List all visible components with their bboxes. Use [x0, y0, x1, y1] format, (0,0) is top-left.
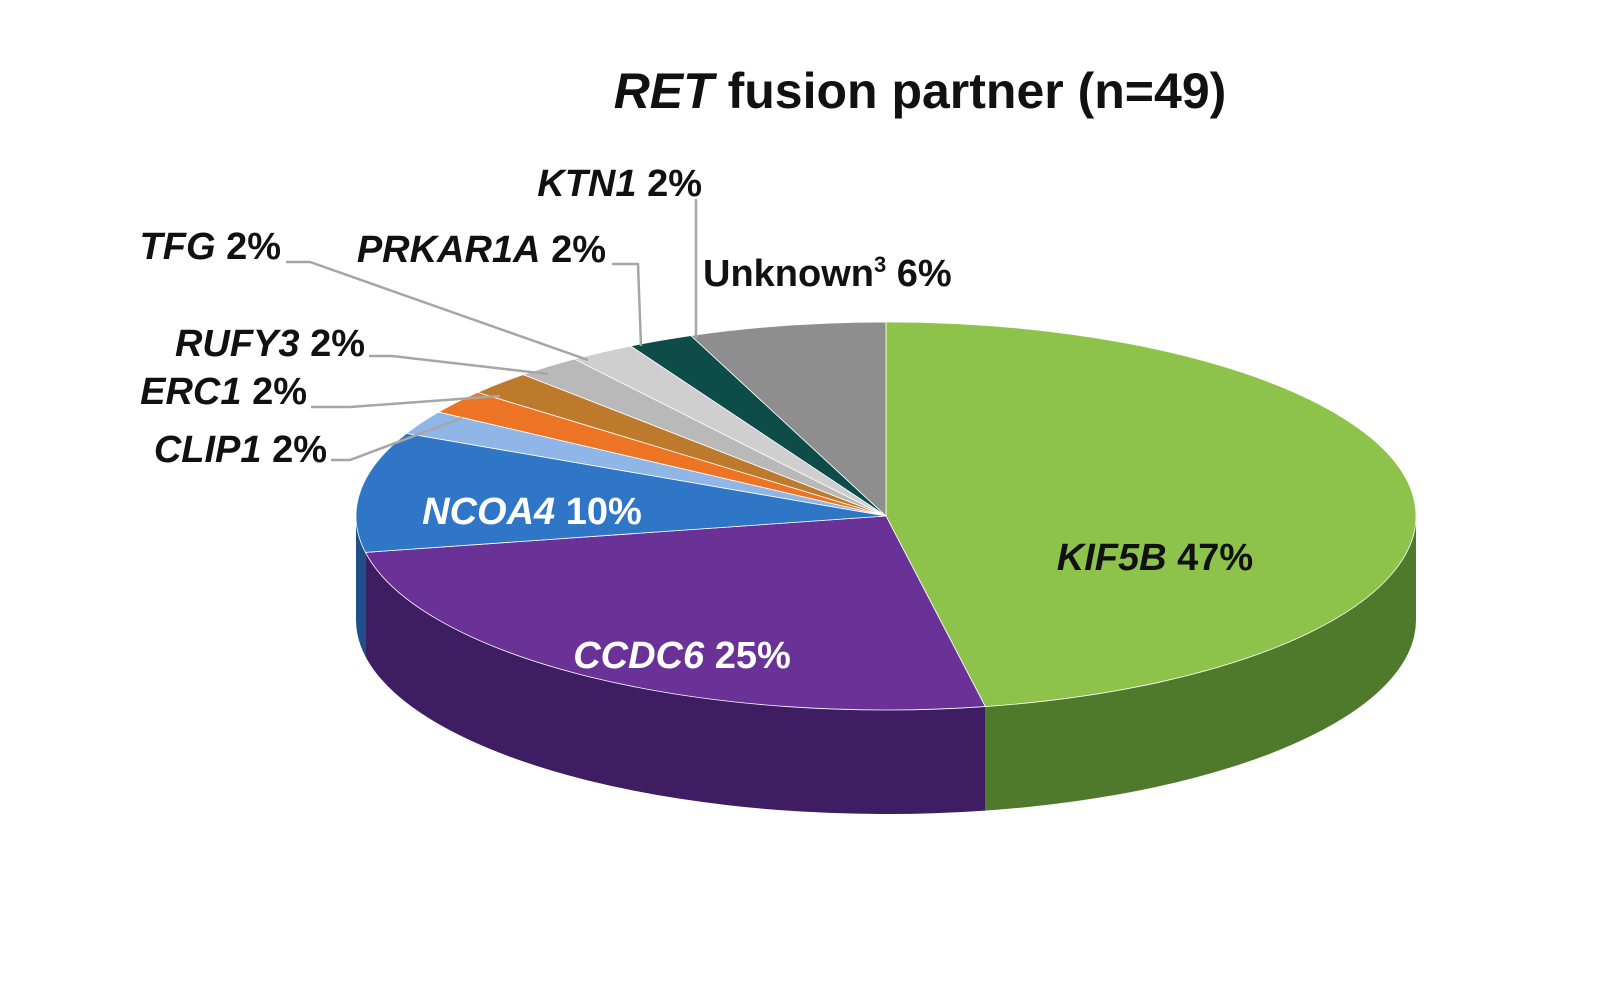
leader-line-clip1	[331, 416, 463, 462]
pie-sides	[356, 516, 1416, 814]
slice-label-prkar1a: PRKAR1A 2%	[357, 229, 606, 271]
slice-label-gene: KIF5B	[1057, 537, 1167, 579]
chart-title: RET fusion partner (n=49)	[614, 63, 1227, 119]
pie-slice-ccdc6	[364, 515, 986, 711]
slice-label-ktn1: KTN1 2%	[537, 163, 702, 205]
slice-label-ncoa4: NCOA4 10%	[422, 491, 642, 533]
pie-slice-kif5b	[885, 321, 1417, 707]
slice-label-erc1: ERC1 2%	[140, 371, 307, 413]
slice-label-pct: 2%	[216, 226, 281, 268]
slice-label-kif5b: KIF5B 47%	[1057, 537, 1253, 579]
leader-line-prkar1a	[612, 262, 643, 347]
slice-label-gene: NCOA4	[422, 491, 555, 533]
chart-title-gene: RET	[614, 63, 718, 119]
slice-label-pct: 2%	[242, 371, 307, 413]
slice-label-pct: 2%	[262, 429, 327, 471]
leader-lines	[286, 199, 698, 462]
slice-labels: KIF5B 47%CCDC6 25%NCOA4 10%CLIP1 2%ERC1 …	[140, 163, 1254, 677]
slice-label-unknown: Unknown3 6%	[703, 252, 952, 295]
slice-label-pct: 25%	[704, 635, 791, 677]
slice-label-gene: Unknown	[703, 253, 874, 295]
pie-side-ncoa4	[356, 516, 366, 657]
slice-label-clip1: CLIP1 2%	[154, 429, 327, 471]
slice-label-pct: 2%	[541, 229, 606, 271]
leader-line-tfg	[286, 260, 589, 362]
slice-label-tfg: TFG 2%	[140, 226, 281, 268]
slice-label-gene: CCDC6	[573, 635, 705, 677]
slice-label-pct: 6%	[886, 253, 951, 295]
slice-label-pct: 2%	[637, 163, 702, 205]
pie-side-ccdc6	[365, 552, 986, 814]
slice-label-gene: CLIP1	[154, 429, 262, 471]
slice-label-gene: ERC1	[140, 371, 241, 413]
slice-label-pct: 10%	[555, 491, 642, 533]
leader-line-erc1	[311, 394, 501, 409]
leader-line-rufy3	[369, 354, 549, 376]
pie-slice-unknown	[690, 321, 887, 517]
slice-label-ccdc6: CCDC6 25%	[573, 635, 791, 677]
slice-label-gene: TFG	[140, 226, 216, 268]
chart-title-rest: fusion partner (n=49)	[714, 63, 1227, 119]
pie-tops	[355, 321, 1417, 711]
slice-label-superscript: 3	[874, 252, 886, 277]
slice-label-gene: PRKAR1A	[357, 229, 541, 271]
slice-label-gene: KTN1	[537, 163, 636, 205]
pie-side-kif5b	[985, 516, 1416, 811]
slice-label-pct: 47%	[1167, 537, 1254, 579]
slice-label-gene: RUFY3	[175, 323, 300, 365]
slice-label-rufy3: RUFY3 2%	[175, 323, 365, 365]
slice-label-pct: 2%	[300, 323, 365, 365]
